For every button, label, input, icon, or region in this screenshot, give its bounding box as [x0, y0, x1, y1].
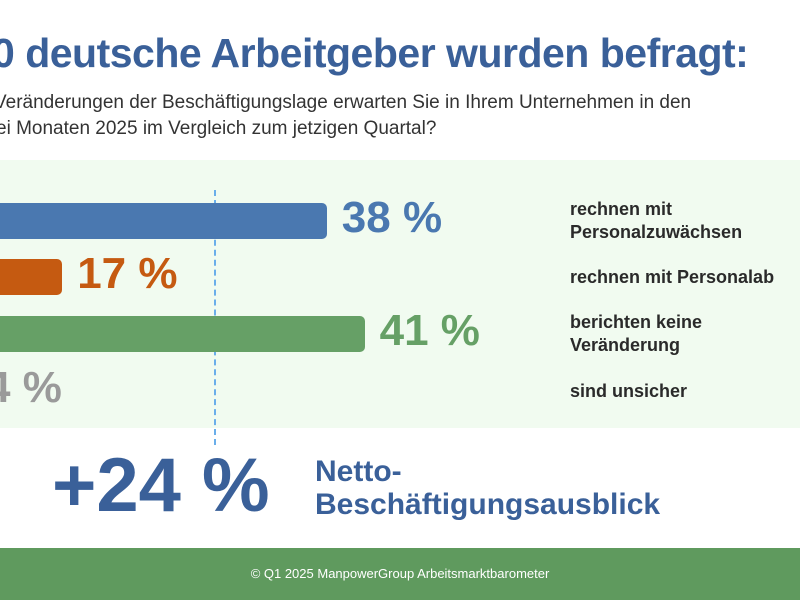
category-label: rechnen mit Personalzuwächsen: [570, 198, 742, 244]
net-label-line-1: Netto-: [315, 455, 402, 488]
value-label: 38 %: [341, 193, 443, 242]
category-label: rechnen mit Personalab: [570, 266, 774, 289]
copyright-text: © Q1 2025 ManpowerGroup Arbeitsmarktbaro…: [250, 566, 550, 581]
headline: 0 deutsche Arbeitgeber wurden befragt:: [0, 30, 749, 76]
category-label-line: rechnen mit Personalab: [570, 266, 775, 287]
footer: © Q1 2025 ManpowerGroup Arbeitsmarktbaro…: [0, 548, 800, 600]
bar-0: [0, 203, 327, 239]
category-label-line: Personalzuwächsen: [570, 222, 743, 242]
net-label-line-2: Beschäftigungsausblick: [315, 488, 661, 521]
bar-2: [0, 316, 365, 352]
category-label: berichten keine Veränderung: [570, 311, 702, 357]
survey-question-line-1: Veränderungen der Beschäftigungslage erw…: [0, 92, 692, 113]
category-label: sind unsicher: [570, 380, 687, 403]
category-label-line: sind unsicher: [570, 380, 688, 401]
net-outlook-label: Netto- Beschäftigungsausblick: [315, 455, 660, 521]
category-label-line: Veränderung: [570, 335, 681, 355]
value-label: 17 %: [77, 249, 178, 298]
category-label-line: berichten keine: [570, 312, 703, 332]
category-label-line: rechnen mit: [570, 199, 673, 219]
bar-1: [0, 259, 63, 295]
value-label: 41 %: [379, 306, 480, 355]
net-outlook-value: +24 %: [52, 443, 270, 528]
value-label: 4 %: [0, 363, 62, 412]
survey-question-line-2: ei Monaten 2025 im Vergleich zum jetzige…: [0, 118, 437, 139]
